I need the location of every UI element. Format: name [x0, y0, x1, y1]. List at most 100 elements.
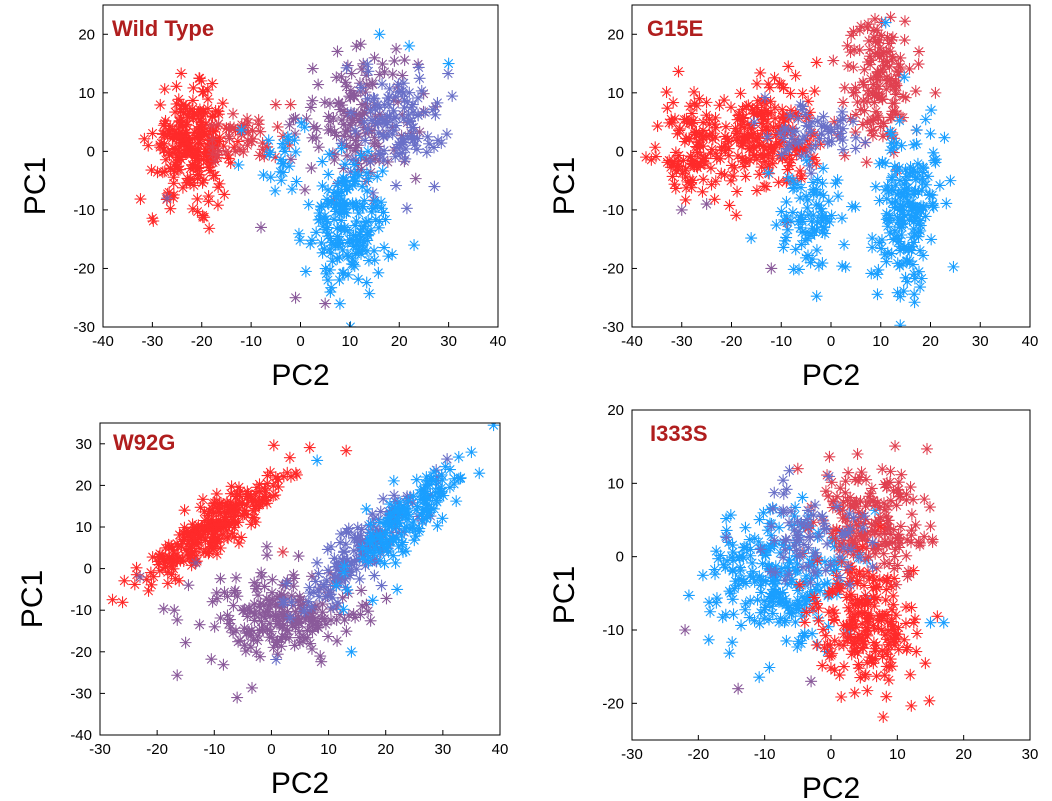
- point-slate-cluster: [843, 507, 856, 520]
- point-red-cluster: [863, 651, 876, 664]
- point-blue-cluster-right: [884, 125, 897, 138]
- point-red-cluster: [832, 577, 845, 590]
- point-blue-bridge: [264, 146, 277, 159]
- point-slate-cluster: [802, 541, 815, 554]
- point-red-cluster-middle: [744, 122, 757, 135]
- point-blue-cluster-right: [886, 171, 899, 184]
- point-blue-elongated-cluster: [420, 494, 433, 507]
- point-blue-cluster-lower: [792, 263, 806, 276]
- point-blue-elongated-cluster: [360, 543, 373, 556]
- y-tick-label: 10: [75, 519, 92, 536]
- point-red-cluster: [134, 193, 147, 206]
- point-outlier: [700, 198, 713, 211]
- point-slate-bridge: [789, 124, 802, 138]
- point-red-elongated-cluster: [199, 545, 212, 559]
- point-red-cluster: [869, 593, 882, 606]
- point-blue-cluster-right: [872, 263, 885, 276]
- point-crimson-cluster: [880, 476, 894, 489]
- point-purple-cluster: [296, 635, 310, 648]
- point-purple-cluster: [312, 78, 325, 91]
- point-red-cluster: [213, 177, 226, 190]
- point-crimson-cluster: [929, 86, 942, 99]
- point-red-cluster: [159, 114, 172, 128]
- point-blue-elongated-cluster: [418, 485, 432, 498]
- point-red-cluster-middle: [803, 138, 816, 151]
- point-blue-cluster-lower: [810, 244, 823, 257]
- point-blue-cluster-right: [871, 268, 884, 281]
- point-slate-cluster: [377, 130, 390, 143]
- point-crimson-cluster: [903, 62, 916, 75]
- point-crimson-cluster: [844, 46, 857, 59]
- point-purple-cluster: [279, 579, 292, 592]
- x-tick-label: 0: [296, 333, 304, 350]
- point-blue-cluster: [710, 591, 724, 605]
- point-blue-cluster-right: [892, 235, 905, 248]
- point-crimson-cluster: [909, 85, 922, 98]
- point-blue-cluster: [753, 671, 766, 684]
- point-blue-cluster-right: [900, 170, 913, 183]
- point-purple-cluster: [276, 621, 289, 634]
- point-red-cluster: [180, 137, 194, 150]
- point-red-elongated-cluster: [250, 481, 263, 494]
- point-slate-cluster: [844, 543, 858, 556]
- point-red-cluster-left: [680, 181, 693, 194]
- y-tick-label: -10: [73, 202, 95, 219]
- point-red-cluster: [886, 620, 900, 633]
- point-red-cluster: [198, 211, 211, 224]
- point-red-cluster-middle: [769, 128, 782, 141]
- point-red-cluster-middle: [783, 149, 796, 162]
- point-blue-cluster: [727, 608, 740, 621]
- point-red-cluster: [154, 98, 167, 111]
- point-crimson-cluster: [866, 524, 880, 537]
- point-red-elongated-cluster: [202, 524, 215, 537]
- point-blue-cluster: [739, 603, 752, 616]
- point-red-cluster-middle: [718, 93, 731, 107]
- point-slate-bridge: [780, 142, 793, 155]
- point-purple-cluster: [280, 624, 294, 637]
- point-blue-elongated-cluster: [385, 519, 398, 533]
- point-blue-cluster: [322, 183, 335, 196]
- y-tick-label: -10: [70, 602, 92, 619]
- point-crimson-cluster: [899, 91, 912, 104]
- point-crimson-cluster: [884, 494, 897, 507]
- point-slate-cluster: [823, 470, 836, 483]
- point-red-cluster-middle: [795, 169, 808, 183]
- point-blue-elongated-cluster: [436, 473, 449, 486]
- point-red-cluster: [187, 179, 200, 192]
- point-blue-cluster-lower: [815, 202, 828, 215]
- point-blue-cluster-right: [903, 214, 916, 227]
- point-purple-cluster: [343, 141, 357, 154]
- point-blue-cluster: [783, 556, 796, 569]
- point-slate-cluster: [777, 487, 790, 501]
- scatter-points: [106, 423, 500, 704]
- point-blue-cluster: [319, 223, 333, 236]
- point-crimson-cluster: [889, 104, 902, 118]
- point-red-cluster: [885, 622, 898, 636]
- point-slate-cluster: [833, 550, 847, 564]
- point-red-cluster: [890, 609, 903, 622]
- point-red-cluster: [880, 690, 893, 703]
- point-red-elongated-cluster: [218, 505, 231, 518]
- point-purple-cluster: [248, 607, 261, 621]
- point-red-cluster: [835, 690, 848, 704]
- point-red-elongated-cluster: [170, 537, 184, 550]
- point-red-elongated-cluster: [272, 480, 285, 494]
- point-red-cluster: [865, 654, 878, 667]
- point-crimson-cluster: [918, 493, 931, 506]
- point-blue-cluster-right: [880, 192, 893, 205]
- point-blue-cluster: [753, 513, 766, 526]
- point-slate-elongated-cluster: [388, 489, 401, 502]
- point-purple-cluster: [255, 566, 268, 579]
- point-purple-cluster: [387, 94, 400, 107]
- point-red-purple-bridge: [271, 120, 284, 133]
- point-blue-cluster: [758, 612, 771, 625]
- point-red-cluster: [869, 580, 883, 593]
- point-slate-elongated-cluster: [373, 524, 386, 538]
- point-blue-cluster-lower: [762, 166, 775, 179]
- point-crimson-cluster: [850, 518, 863, 531]
- point-purple-cluster: [301, 624, 314, 637]
- point-crimson-cluster: [827, 54, 840, 67]
- point-slate-cluster: [361, 92, 374, 105]
- point-blue-elongated-cluster: [337, 566, 351, 579]
